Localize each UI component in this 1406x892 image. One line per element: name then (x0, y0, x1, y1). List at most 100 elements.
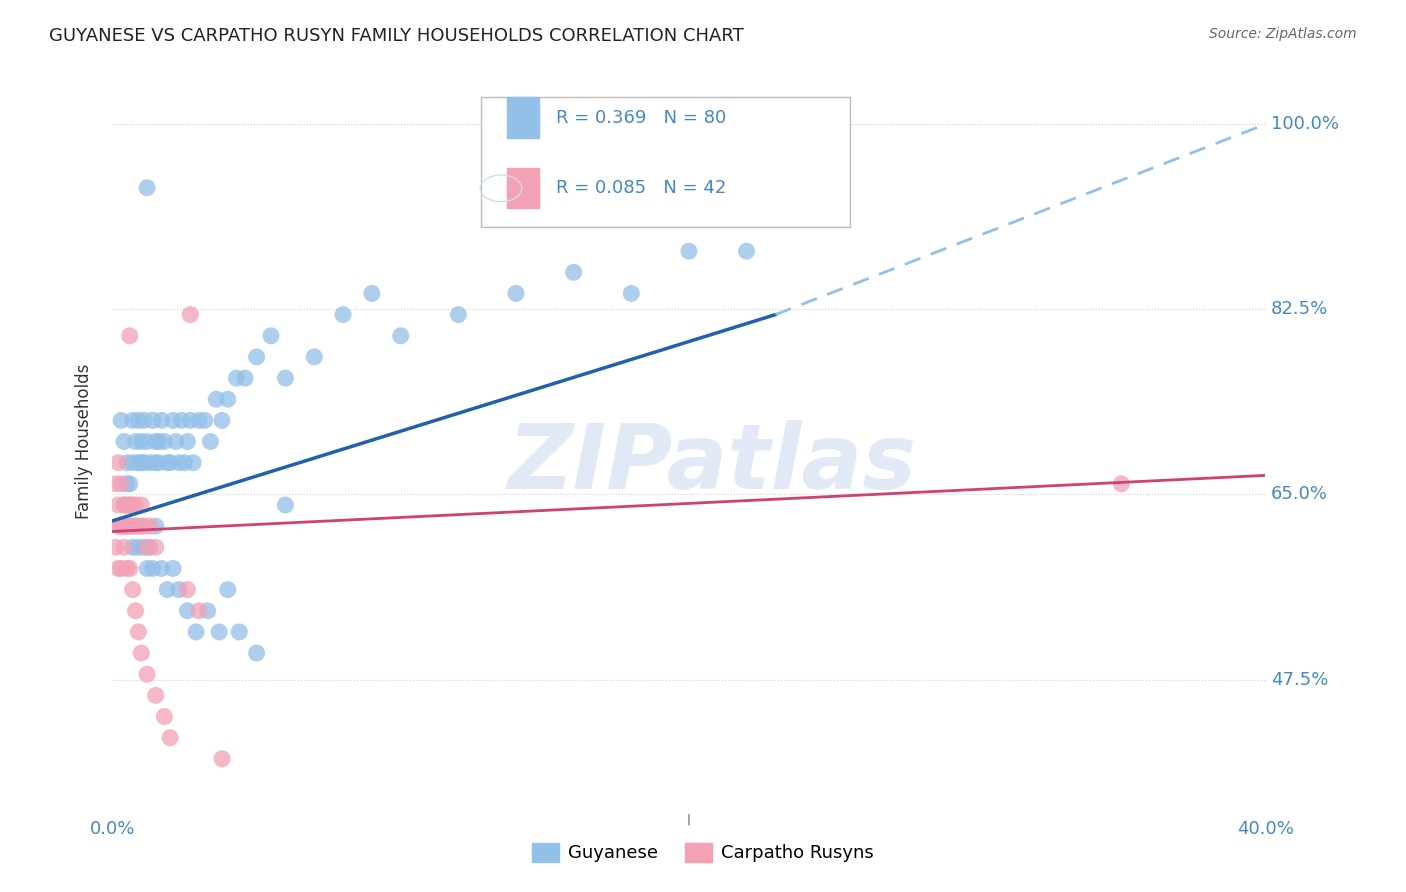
Point (181, 456, 204, 470)
Point (136, 434, 159, 449)
Point (304, 350, 326, 364)
Point (121, 519, 143, 533)
Text: ZIPatlas: ZIPatlas (508, 420, 917, 508)
Point (200, 434, 222, 449)
Point (150, 413, 173, 427)
Point (246, 646, 269, 660)
Point (118, 498, 141, 512)
Point (129, 646, 153, 660)
Point (121, 413, 143, 427)
Point (142, 413, 165, 427)
Point (145, 689, 167, 703)
Point (505, 286, 527, 301)
Point (121, 498, 143, 512)
Point (274, 371, 297, 385)
Point (176, 582, 198, 597)
Point (211, 752, 233, 766)
Point (389, 328, 412, 343)
Point (197, 604, 219, 618)
Point (129, 519, 153, 533)
Point (176, 604, 198, 618)
Text: GUYANESE VS CARPATHO RUSYN FAMILY HOUSEHOLDS CORRELATION CHART: GUYANESE VS CARPATHO RUSYN FAMILY HOUSEH… (49, 27, 744, 45)
Point (112, 498, 135, 512)
Point (127, 456, 149, 470)
Point (156, 456, 179, 470)
Point (118, 498, 141, 512)
Point (173, 456, 195, 470)
Point (118, 561, 141, 575)
Text: 47.5%: 47.5% (1271, 671, 1329, 689)
Text: R = 0.085   N = 42: R = 0.085 N = 42 (557, 179, 727, 197)
Point (127, 413, 149, 427)
Point (159, 456, 181, 470)
Point (112, 541, 135, 555)
Point (170, 413, 193, 427)
Text: 65.0%: 65.0% (1271, 485, 1329, 503)
Point (260, 328, 283, 343)
Point (110, 413, 132, 427)
Point (208, 624, 231, 639)
Point (134, 456, 156, 470)
Point (134, 413, 156, 427)
Point (110, 519, 132, 533)
Point (139, 541, 162, 555)
Point (112, 519, 135, 533)
Point (332, 308, 354, 322)
Point (115, 498, 138, 512)
Point (274, 498, 297, 512)
Point (136, 561, 159, 575)
Point (110, 519, 132, 533)
Point (127, 519, 149, 533)
Point (134, 519, 156, 533)
Point (121, 582, 143, 597)
Point (104, 541, 127, 555)
Point (124, 519, 146, 533)
Point (211, 413, 233, 427)
Point (127, 624, 149, 639)
Point (179, 308, 201, 322)
Point (159, 731, 181, 745)
Point (225, 371, 247, 385)
Y-axis label: Family Households: Family Households (75, 364, 93, 519)
Point (115, 519, 138, 533)
Point (148, 456, 170, 470)
Point (217, 392, 239, 407)
Point (1111, 476, 1133, 491)
Point (620, 286, 643, 301)
Text: Source: ZipAtlas.com: Source: ZipAtlas.com (1209, 27, 1357, 41)
Point (136, 180, 159, 194)
Point (162, 413, 184, 427)
Point (205, 392, 228, 407)
Point (188, 413, 211, 427)
Bar (506, 168, 538, 209)
Point (145, 519, 167, 533)
Point (115, 476, 138, 491)
Point (562, 265, 585, 279)
Point (118, 519, 141, 533)
Point (115, 456, 138, 470)
Point (167, 456, 190, 470)
Point (118, 328, 141, 343)
Point (107, 498, 129, 512)
Point (217, 582, 239, 597)
Point (165, 434, 187, 449)
Point (145, 434, 167, 449)
Point (115, 519, 138, 533)
Point (104, 476, 127, 491)
Point (110, 561, 132, 575)
Point (145, 456, 167, 470)
Point (124, 604, 146, 618)
Point (110, 519, 132, 533)
Point (129, 456, 153, 470)
Point (153, 434, 176, 449)
Point (118, 476, 141, 491)
Text: 82.5%: 82.5% (1271, 301, 1329, 318)
Point (228, 624, 250, 639)
Point (134, 541, 156, 555)
Point (188, 604, 211, 618)
Point (136, 541, 159, 555)
Point (129, 434, 153, 449)
Point (447, 308, 470, 322)
Point (129, 498, 153, 512)
Point (148, 434, 170, 449)
